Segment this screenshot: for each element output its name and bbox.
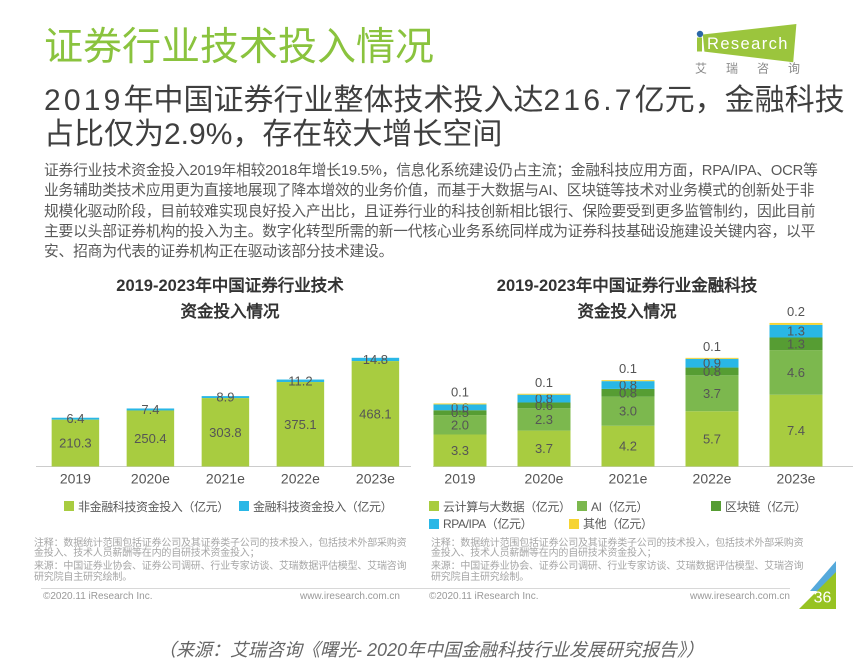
svg-text:0.1: 0.1 (703, 339, 721, 354)
svg-text:2023e: 2023e (356, 471, 395, 487)
svg-text:210.3: 210.3 (59, 436, 92, 451)
svg-text:3.0: 3.0 (619, 404, 637, 419)
svg-text:7.4: 7.4 (141, 402, 159, 417)
svg-text:2021e: 2021e (206, 471, 245, 487)
svg-text:11.2: 11.2 (288, 373, 312, 388)
svg-text:8.9: 8.9 (216, 390, 234, 405)
svg-text:1.3: 1.3 (787, 324, 805, 339)
svg-text:0.6: 0.6 (451, 400, 469, 415)
svg-text:0.8: 0.8 (535, 391, 553, 406)
svg-text:2022e: 2022e (693, 471, 732, 487)
svg-text:2.0: 2.0 (451, 417, 469, 432)
svg-text:5.7: 5.7 (703, 431, 721, 446)
svg-text:0.2: 0.2 (787, 304, 805, 319)
svg-text:Research: Research (707, 35, 789, 53)
svg-text:1.3: 1.3 (787, 336, 805, 351)
svg-text:2.3: 2.3 (535, 412, 553, 427)
svg-text:3.7: 3.7 (535, 441, 553, 456)
svg-text:2023e: 2023e (777, 471, 816, 487)
svg-text:0.8: 0.8 (619, 385, 637, 400)
svg-text:2021e: 2021e (609, 471, 648, 487)
svg-text:36: 36 (814, 590, 832, 607)
svg-text:4.2: 4.2 (619, 439, 637, 454)
svg-text:14.8: 14.8 (363, 352, 388, 367)
svg-text:7.4: 7.4 (787, 423, 805, 438)
svg-text:0.8: 0.8 (619, 378, 637, 393)
svg-text:3.7: 3.7 (703, 386, 721, 401)
svg-text:0.1: 0.1 (619, 361, 637, 376)
svg-text:303.8: 303.8 (209, 425, 242, 440)
svg-text:0.8: 0.8 (703, 364, 721, 379)
svg-text:4.6: 4.6 (787, 365, 805, 380)
svg-text:2022e: 2022e (281, 471, 320, 487)
svg-text:2019: 2019 (444, 471, 475, 487)
svg-text:468.1: 468.1 (359, 406, 392, 421)
svg-text:2020e: 2020e (525, 471, 564, 487)
svg-text:2020e: 2020e (131, 471, 170, 487)
svg-text:250.4: 250.4 (134, 431, 167, 446)
svg-text:艾瑞咨询: 艾瑞咨询 (695, 60, 815, 75)
svg-text:6.4: 6.4 (66, 411, 84, 426)
svg-text:0.1: 0.1 (451, 384, 469, 399)
svg-text:375.1: 375.1 (284, 417, 317, 432)
svg-text:0.9: 0.9 (703, 356, 721, 371)
svg-text:3.3: 3.3 (451, 443, 469, 458)
svg-text:0.1: 0.1 (535, 375, 553, 390)
svg-text:2019: 2019 (60, 471, 91, 487)
